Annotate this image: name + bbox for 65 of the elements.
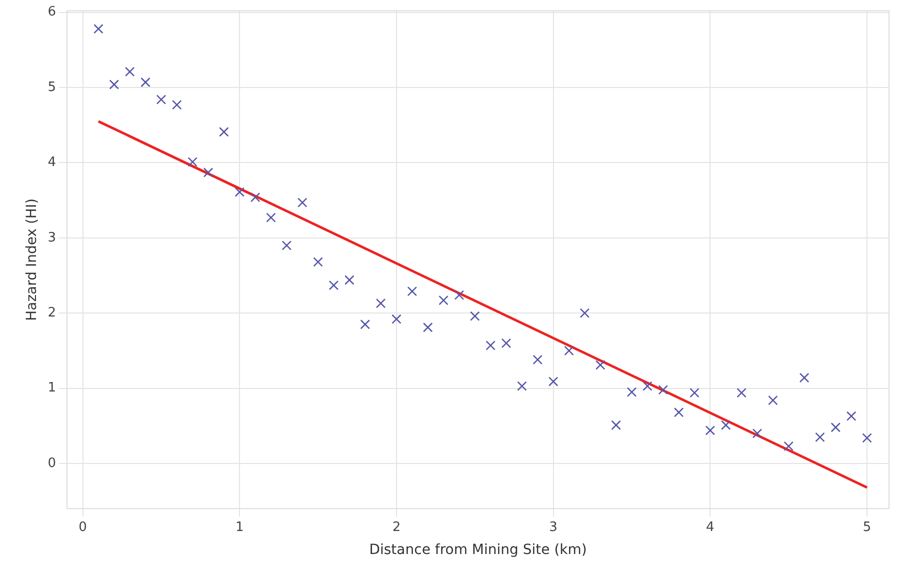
x-tick-label: 2 <box>392 520 401 535</box>
point <box>156 94 166 104</box>
point <box>815 432 825 442</box>
point <box>234 187 245 197</box>
y-tick-label: 0 <box>48 456 56 471</box>
point <box>297 198 308 208</box>
point <box>344 275 354 285</box>
point <box>438 295 448 306</box>
point <box>846 411 856 421</box>
point <box>454 290 464 300</box>
point <box>532 354 543 365</box>
point <box>642 381 652 391</box>
y-axis-title: Hazard Index (HI) <box>24 198 40 321</box>
point <box>172 100 182 110</box>
x-tick-label: 1 <box>235 520 244 535</box>
point <box>580 308 590 318</box>
point <box>548 376 558 386</box>
y-tick-label: 3 <box>48 230 56 246</box>
y-tick-label: 2 <box>48 305 56 320</box>
point <box>626 387 637 397</box>
point <box>250 192 260 202</box>
point <box>328 280 339 290</box>
point <box>799 372 810 383</box>
point <box>376 298 386 308</box>
y-tick-label: 4 <box>48 155 56 170</box>
point <box>752 428 762 438</box>
point <box>407 286 418 296</box>
point <box>768 395 778 406</box>
point <box>486 340 496 350</box>
point <box>313 257 323 267</box>
point <box>282 240 292 250</box>
point <box>674 407 684 418</box>
point <box>470 311 480 321</box>
x-tick-label: 0 <box>78 520 87 535</box>
point <box>219 126 229 137</box>
point <box>109 80 120 90</box>
point <box>188 157 198 167</box>
point <box>736 388 746 398</box>
point <box>140 77 150 88</box>
point <box>720 420 731 430</box>
point <box>203 168 214 178</box>
point <box>501 338 512 348</box>
x-tick-label: 4 <box>706 520 714 535</box>
x-tick-label: 5 <box>862 520 872 535</box>
point <box>862 433 872 443</box>
point <box>595 360 606 370</box>
point <box>517 381 527 391</box>
x-axis-title: Distance from Mining Site (km) <box>369 542 587 558</box>
y-tick-label: 5 <box>48 80 56 95</box>
point <box>124 66 135 77</box>
point <box>266 212 276 222</box>
y-tick-label: 6 <box>48 4 56 20</box>
point <box>564 346 574 356</box>
y-tick-label: 1 <box>48 380 56 396</box>
x-tick-label: 3 <box>549 520 558 535</box>
point <box>611 420 621 430</box>
point <box>94 24 104 34</box>
point <box>360 319 370 330</box>
point <box>705 426 716 436</box>
point <box>690 388 700 398</box>
point <box>658 384 668 395</box>
point <box>830 422 841 432</box>
point <box>422 322 433 332</box>
point <box>784 441 794 452</box>
point <box>392 314 402 324</box>
